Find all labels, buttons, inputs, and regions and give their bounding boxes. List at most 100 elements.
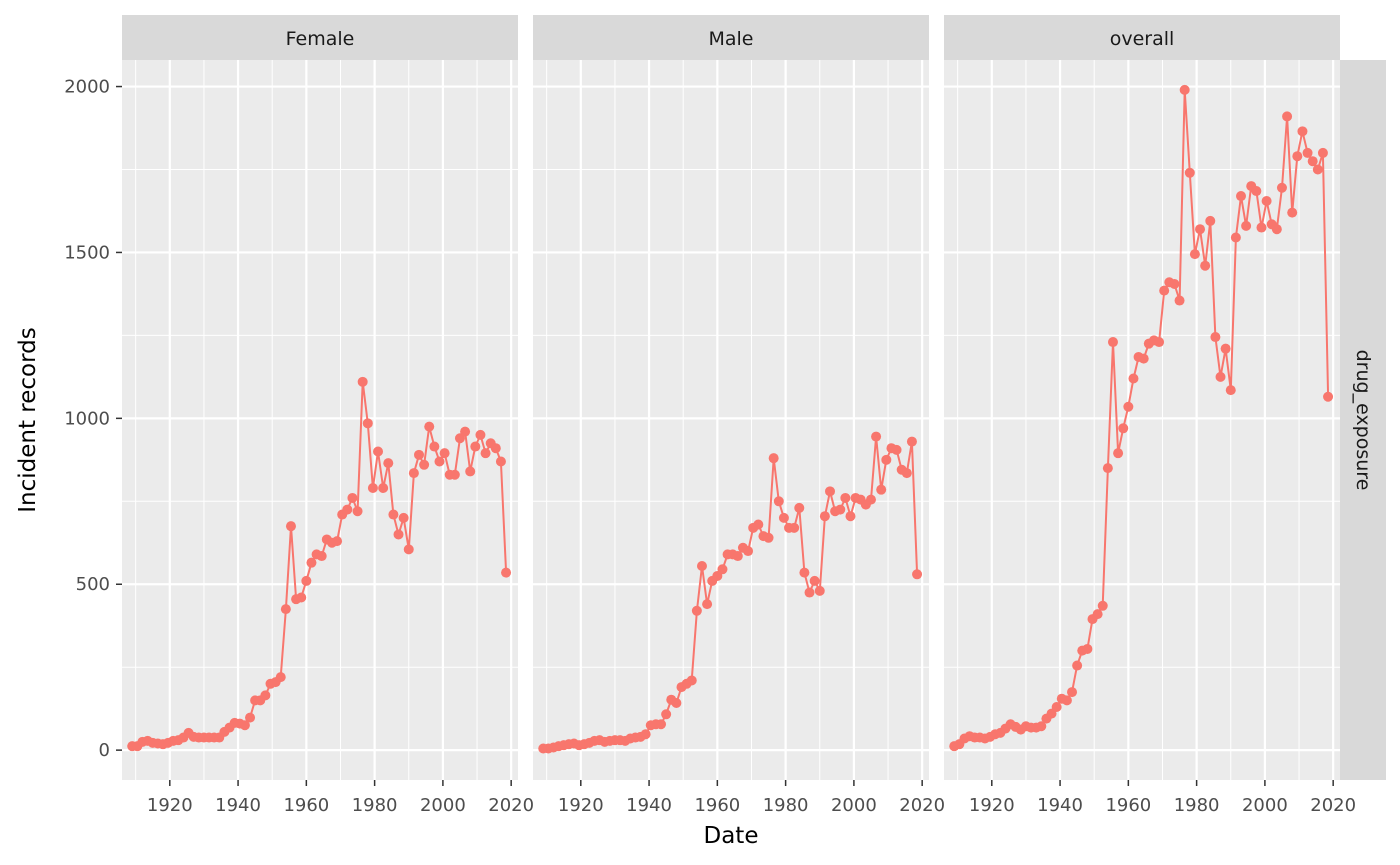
panel-background xyxy=(944,60,1340,780)
x-tick-label: 1960 xyxy=(1105,795,1151,816)
x-tick-label: 1920 xyxy=(969,795,1015,816)
y-tick-label: 1500 xyxy=(64,242,110,263)
data-point xyxy=(768,453,779,464)
panel-female xyxy=(122,60,518,780)
data-point xyxy=(1102,463,1113,474)
data-point xyxy=(912,569,923,580)
data-point xyxy=(1092,609,1103,620)
data-point xyxy=(424,421,435,432)
data-point xyxy=(1230,232,1241,243)
data-point xyxy=(1128,373,1139,384)
data-point xyxy=(1179,84,1190,95)
data-point xyxy=(691,605,702,616)
x-tick-label: 2020 xyxy=(488,795,534,816)
data-point xyxy=(1225,385,1236,396)
y-tick-label: 0 xyxy=(99,740,110,761)
x-tick-label: 2000 xyxy=(420,795,466,816)
data-point xyxy=(1251,186,1262,197)
panel-male xyxy=(533,60,929,780)
panel-background xyxy=(122,60,518,780)
x-tick-label: 1960 xyxy=(283,795,329,816)
data-point xyxy=(1236,191,1246,202)
data-point xyxy=(419,459,430,470)
data-point xyxy=(1036,721,1047,732)
facet-strip-male xyxy=(533,15,929,60)
data-point xyxy=(1113,448,1124,459)
data-point xyxy=(1082,643,1093,654)
data-point xyxy=(495,456,506,467)
x-tick-label: 2000 xyxy=(831,795,877,816)
axes-layer: 1920 1940 1960 1980 2000 2020 1920 1940 1960 1980… xyxy=(64,77,1356,816)
data-point xyxy=(686,675,697,686)
strips-layer: Female Male overall drug_exposure xyxy=(122,15,1386,780)
data-point xyxy=(465,466,476,477)
panels-layer xyxy=(122,60,1340,780)
x-tick-label: 2020 xyxy=(899,795,945,816)
data-point xyxy=(825,486,835,497)
data-point xyxy=(383,458,394,469)
x-axis-title: Date xyxy=(704,823,759,849)
data-point xyxy=(1195,224,1206,235)
data-point xyxy=(316,551,327,562)
data-point xyxy=(656,719,667,730)
data-point xyxy=(275,672,286,683)
data-point xyxy=(901,468,912,479)
data-point xyxy=(398,512,409,523)
data-point xyxy=(906,436,917,447)
data-point xyxy=(732,551,743,562)
x-tick-label: 1940 xyxy=(1037,795,1083,816)
data-point xyxy=(799,567,810,578)
x-tick-label: 2000 xyxy=(1242,795,1288,816)
data-point xyxy=(460,426,471,437)
y-tick-label: 500 xyxy=(76,574,110,595)
data-point xyxy=(352,506,363,517)
data-point xyxy=(819,511,830,522)
data-point xyxy=(661,709,672,720)
data-point xyxy=(332,536,343,547)
data-point xyxy=(1307,156,1318,167)
data-point xyxy=(794,502,805,513)
data-point xyxy=(1271,224,1282,235)
data-point xyxy=(1210,332,1221,343)
data-point xyxy=(1118,423,1129,434)
data-point xyxy=(845,511,856,522)
y-tick-label: 1000 xyxy=(64,408,110,429)
data-point xyxy=(840,492,851,503)
data-point xyxy=(260,690,271,701)
data-point xyxy=(702,599,713,610)
data-point xyxy=(814,585,825,596)
data-point xyxy=(773,496,784,507)
data-point xyxy=(1261,196,1272,207)
data-point xyxy=(640,729,651,740)
data-point xyxy=(1256,222,1267,233)
data-point xyxy=(480,448,491,459)
data-point xyxy=(696,560,707,571)
data-point xyxy=(403,544,414,555)
data-point xyxy=(1169,278,1180,289)
facet-strip-overall xyxy=(944,15,1340,60)
data-point xyxy=(378,483,389,494)
data-point xyxy=(434,456,445,467)
data-point xyxy=(280,604,291,615)
data-point xyxy=(871,431,882,442)
x-tick-label: 1920 xyxy=(147,795,193,816)
data-point xyxy=(789,522,800,533)
x-tick-label: 1980 xyxy=(1174,795,1220,816)
data-point xyxy=(357,376,368,387)
facet-strip-row xyxy=(1340,60,1386,780)
data-point xyxy=(717,564,728,575)
data-point xyxy=(1097,600,1108,611)
panel-overall xyxy=(944,60,1340,780)
y-tick-label: 2000 xyxy=(64,77,110,98)
data-point xyxy=(1061,695,1072,706)
data-point xyxy=(501,567,512,578)
data-point xyxy=(301,575,312,586)
data-point xyxy=(1051,702,1062,713)
data-point xyxy=(835,504,846,515)
data-point xyxy=(239,720,250,731)
data-point xyxy=(362,418,373,429)
data-point xyxy=(1312,164,1323,175)
data-point xyxy=(1123,401,1134,412)
x-tick-label: 1960 xyxy=(694,795,740,816)
data-point xyxy=(408,468,419,479)
